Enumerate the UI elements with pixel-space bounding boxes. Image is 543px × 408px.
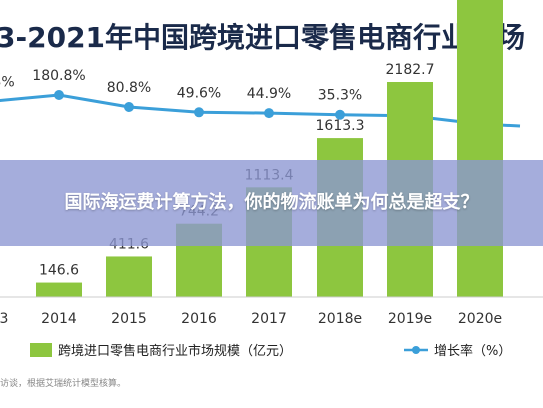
legend-bar-swatch: [30, 343, 52, 357]
growth-rate-label: 49.6%: [177, 85, 221, 101]
growth-rate-label: 44.9%: [247, 86, 291, 102]
x-tick-label: 2020e: [458, 311, 502, 327]
legend-line-marker: [412, 346, 420, 354]
bar-2015: [106, 256, 152, 297]
legend-line-label: 增长率（%）: [434, 343, 511, 359]
growth-rate-label: 35.3%: [318, 88, 362, 104]
bar-value-label: 146.6: [39, 263, 79, 279]
bar-2020e: [457, 0, 503, 297]
x-tick-label: 2015: [111, 311, 147, 327]
x-tick-label: 2016: [181, 311, 217, 327]
bar-2014: [36, 282, 82, 297]
chart-title: 3-2021年中国跨境进口零售电商行业市场: [0, 21, 525, 54]
growth-rate-label: 180.8%: [32, 68, 85, 84]
article-overlay-title[interactable]: 国际海运费计算方法，你的物流账单为何总是超支？: [64, 192, 479, 213]
x-tick-label: 2019e: [388, 311, 432, 327]
x-tick-label: 2017: [251, 311, 287, 327]
growth-rate-point: [194, 107, 204, 118]
legend-bar-label: 跨境进口零售电商行业市场规模（亿元）: [58, 343, 292, 359]
growth-rate-point: [124, 102, 134, 112]
x-tick-label: 3: [0, 311, 8, 327]
growth-rate-point: [54, 90, 64, 100]
legend: 跨境进口零售电商行业市场规模（亿元） 增长率（%）: [30, 343, 511, 359]
growth-rate-label: 145.3%: [0, 75, 15, 91]
bar-value-label: 1613.3: [316, 118, 365, 134]
growth-rate-series: 145.3%180.8%80.8%49.6%44.9%35.3%29.4%2: [0, 68, 521, 129]
x-axis-ticks: 3 2014 2015 2016 2017 2018e 2019e 2020e: [0, 311, 502, 327]
growth-rate-point: [335, 109, 345, 120]
x-tick-label: 2018e: [318, 311, 362, 327]
growth-rate-label: 80.8%: [107, 80, 151, 96]
source-note: 访谈，根据艾瑞统计模型核算。: [0, 377, 126, 389]
growth-rate-point: [264, 108, 274, 119]
bar-value-label: 2182.7: [386, 62, 435, 78]
article-overlay-banner[interactable]: 国际海运费计算方法，你的物流账单为何总是超支？: [0, 160, 543, 246]
x-tick-label: 2014: [41, 311, 77, 327]
